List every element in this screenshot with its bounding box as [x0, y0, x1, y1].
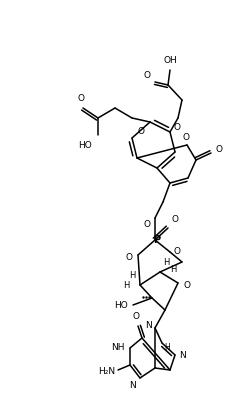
- Text: O: O: [138, 127, 145, 137]
- Text: H: H: [129, 271, 135, 280]
- Text: N: N: [129, 381, 136, 390]
- Text: H: H: [163, 258, 169, 267]
- Text: NH: NH: [112, 344, 125, 352]
- Text: O: O: [126, 253, 133, 262]
- Text: H: H: [164, 343, 170, 352]
- Text: O: O: [78, 94, 85, 103]
- Text: O: O: [133, 312, 140, 321]
- Text: O: O: [143, 220, 150, 229]
- Text: O: O: [174, 124, 181, 132]
- Text: O: O: [144, 71, 151, 80]
- Text: H₂N: H₂N: [98, 367, 115, 377]
- Text: HO: HO: [78, 141, 92, 150]
- Text: N: N: [145, 321, 152, 331]
- Text: O: O: [182, 133, 189, 142]
- Text: H: H: [170, 264, 176, 274]
- Text: O: O: [216, 145, 223, 155]
- Text: H: H: [124, 280, 130, 290]
- Text: HO: HO: [114, 300, 128, 310]
- Text: P: P: [154, 235, 161, 245]
- Text: O: O: [171, 215, 178, 224]
- Text: N: N: [179, 351, 186, 360]
- Text: O: O: [183, 280, 190, 290]
- Text: O: O: [173, 248, 180, 256]
- Text: OH: OH: [163, 56, 177, 65]
